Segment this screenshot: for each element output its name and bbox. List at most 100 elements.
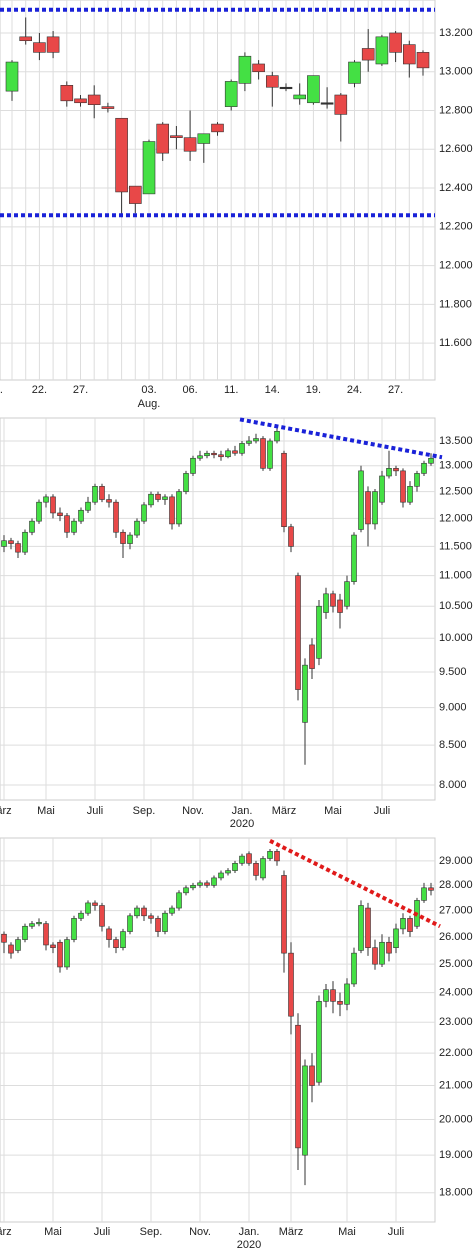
candle-body	[85, 501, 91, 511]
x-tick-label: Mai	[324, 805, 342, 817]
candle-body	[15, 543, 21, 553]
y-tick-label: 12.500	[439, 485, 473, 497]
candle-body	[64, 939, 70, 968]
x-sub-label: 2020	[237, 1239, 261, 1250]
candle-body	[169, 907, 175, 914]
y-tick-label: 13.000	[439, 66, 473, 78]
x-tick-label: Juli	[87, 805, 104, 817]
x-tick-label: 7.	[0, 384, 3, 396]
candle-body	[29, 923, 35, 927]
y-tick-label: 28.000	[439, 879, 473, 891]
candle-body	[127, 915, 133, 932]
candle-body	[402, 44, 416, 65]
x-tick-label: März	[272, 805, 296, 817]
candle-body	[183, 137, 197, 152]
candle-body	[57, 512, 63, 516]
x-tick-label: 24.	[347, 384, 362, 396]
candle-body	[252, 63, 265, 73]
candle-body	[183, 887, 189, 894]
trend-line	[269, 839, 441, 929]
y-tick-label: 10.000	[439, 632, 473, 644]
candle-body	[351, 952, 357, 985]
y-tick-label: 12.200	[439, 221, 473, 233]
candle-body	[414, 473, 420, 487]
y-tick-label: 12.000	[439, 512, 473, 524]
trend-line	[239, 417, 443, 460]
candle-body	[106, 499, 112, 503]
candle-body	[204, 452, 210, 457]
candle-body	[323, 593, 329, 613]
candle-body	[57, 941, 63, 968]
candle-body	[148, 493, 154, 506]
candle-body	[351, 534, 357, 582]
y-tick-label: 9.500	[439, 666, 467, 678]
candle-body	[330, 989, 336, 1002]
candle-body	[428, 887, 434, 891]
candle-body	[115, 117, 128, 193]
candle-body	[29, 520, 35, 533]
y-tick-label: 25.000	[439, 958, 473, 970]
candle-body	[295, 575, 301, 690]
x-tick-label: März	[279, 1226, 303, 1238]
candle-body	[190, 885, 196, 889]
candle-body	[155, 493, 161, 500]
candle-body	[71, 918, 77, 940]
candle-body	[127, 534, 133, 544]
candle-body	[267, 851, 273, 859]
candle-body	[389, 32, 402, 53]
candle-body	[120, 531, 126, 544]
candle-body	[78, 509, 84, 522]
candle-body	[87, 94, 101, 105]
candle-body	[169, 496, 175, 525]
candle-body	[50, 944, 56, 948]
candle-body	[19, 36, 33, 42]
y-tick-label: 22.000	[439, 1047, 473, 1059]
candle-body	[407, 486, 413, 503]
x-sub-label: Aug.	[138, 398, 161, 410]
x-tick-label: Mai	[338, 1226, 356, 1238]
candle-body	[400, 470, 406, 503]
plot-frame	[0, 837, 436, 1223]
candle-body	[85, 902, 91, 914]
candle-body	[316, 605, 322, 659]
y-tick-label: 12.000	[439, 260, 473, 272]
x-tick-label: ärz	[0, 805, 12, 817]
candle-body	[162, 496, 168, 500]
y-tick-label: 10.500	[439, 600, 473, 612]
x-tick-label: ärz	[0, 1226, 12, 1238]
candle-body	[260, 438, 266, 469]
x-tick-label: Jan.	[239, 1226, 260, 1238]
y-tick-label: 12.800	[439, 104, 473, 116]
candle-body	[101, 106, 115, 109]
candle-body	[375, 36, 389, 65]
candle-body	[281, 875, 287, 954]
y-tick-label: 18.000	[439, 1187, 473, 1199]
candle-body	[211, 452, 217, 456]
candle-body	[288, 952, 294, 1017]
candle-body	[197, 882, 203, 886]
candle-body	[302, 664, 308, 723]
candle-body	[106, 928, 112, 940]
candle-body	[99, 486, 105, 500]
candle-body	[134, 520, 140, 536]
candle-body	[372, 947, 378, 965]
candle-body	[293, 94, 307, 100]
y-tick-label: 23.000	[439, 1016, 473, 1028]
candle-body	[218, 872, 224, 879]
x-tick-label: 19.	[306, 384, 321, 396]
candle-body	[142, 141, 156, 195]
candle-body	[74, 98, 87, 104]
candle-body	[337, 599, 343, 613]
x-sub-label: 2020	[230, 818, 254, 830]
candle-body	[253, 862, 259, 876]
candle-body	[361, 48, 375, 61]
candle-body	[99, 905, 105, 927]
y-tick-label: 8.000	[439, 779, 467, 791]
candle-body	[295, 1024, 301, 1149]
candle-body	[113, 501, 119, 533]
candle-body	[92, 486, 98, 503]
candle-body	[113, 939, 119, 948]
candle-body	[265, 75, 279, 88]
x-tick-label: Mai	[44, 1226, 62, 1238]
